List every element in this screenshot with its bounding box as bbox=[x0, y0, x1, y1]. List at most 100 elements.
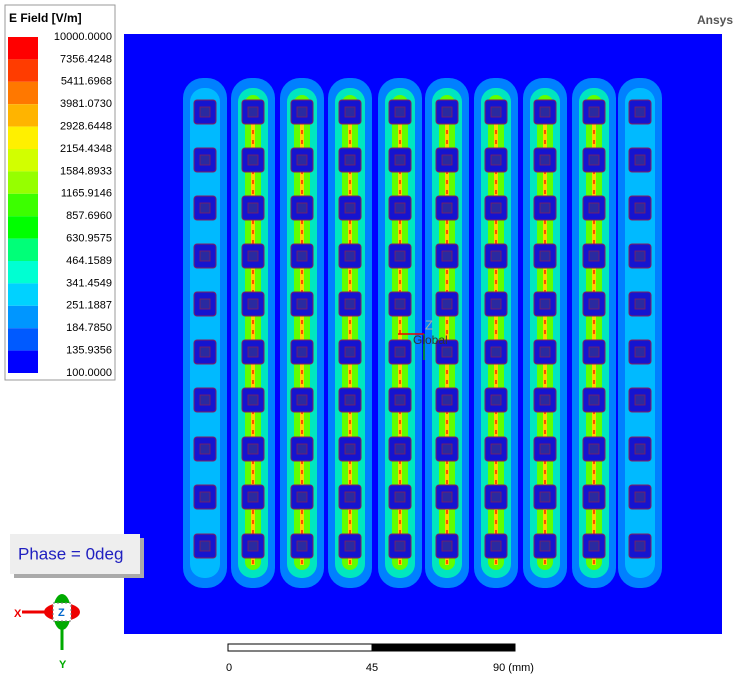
unit-cell-inner bbox=[199, 106, 211, 118]
legend-label: 857.6960 bbox=[66, 210, 112, 222]
scale-label: 0 bbox=[226, 662, 232, 674]
unit-cell-inner bbox=[588, 443, 600, 455]
unit-cell-inner bbox=[344, 394, 356, 406]
unit-cell-inner bbox=[247, 106, 259, 118]
legend-label: 7356.4248 bbox=[60, 53, 112, 65]
unit-cell-inner bbox=[588, 346, 600, 358]
global-label: Global bbox=[413, 333, 448, 347]
unit-cell-inner bbox=[199, 202, 211, 214]
unit-cell-inner bbox=[296, 106, 308, 118]
unit-cell-inner bbox=[247, 443, 259, 455]
unit-cell-inner bbox=[588, 540, 600, 552]
legend-swatch bbox=[8, 126, 38, 149]
unit-cell-inner bbox=[247, 491, 259, 503]
legend-label: 341.4549 bbox=[66, 277, 112, 289]
unit-cell-inner bbox=[490, 202, 502, 214]
unit-cell-inner bbox=[490, 154, 502, 166]
legend-swatch bbox=[8, 305, 38, 329]
legend-title: E Field [V/m] bbox=[9, 11, 82, 25]
unit-cell-inner bbox=[634, 540, 646, 552]
unit-cell-inner bbox=[634, 154, 646, 166]
phase-box bbox=[10, 534, 140, 574]
unit-cell-inner bbox=[247, 154, 259, 166]
legend-label: 2154.4348 bbox=[60, 143, 112, 155]
unit-cell-inner bbox=[588, 491, 600, 503]
legend-label: 100.0000 bbox=[66, 367, 112, 379]
unit-cell-inner bbox=[199, 346, 211, 358]
unit-cell-inner bbox=[490, 540, 502, 552]
unit-cell-inner bbox=[247, 202, 259, 214]
unit-cell-inner bbox=[394, 250, 406, 262]
legend-swatch bbox=[8, 238, 38, 261]
legend-swatch bbox=[8, 193, 38, 217]
unit-cell-inner bbox=[441, 154, 453, 166]
unit-cell-inner bbox=[296, 443, 308, 455]
scale-label: 90 (mm) bbox=[493, 662, 534, 674]
unit-cell-inner bbox=[634, 298, 646, 310]
unit-cell-inner bbox=[441, 491, 453, 503]
legend-label: 5411.6968 bbox=[61, 76, 112, 88]
unit-cell-inner bbox=[490, 250, 502, 262]
legend-swatch bbox=[8, 261, 38, 284]
unit-cell-inner bbox=[490, 298, 502, 310]
unit-cell-inner bbox=[199, 154, 211, 166]
legend-label: 184.7850 bbox=[66, 322, 112, 334]
legend-swatch bbox=[8, 171, 38, 194]
unit-cell-inner bbox=[394, 394, 406, 406]
unit-cell-inner bbox=[394, 106, 406, 118]
legend-label: 464.1589 bbox=[66, 255, 112, 267]
unit-cell-inner bbox=[344, 202, 356, 214]
unit-cell-inner bbox=[296, 491, 308, 503]
unit-cell-inner bbox=[296, 298, 308, 310]
unit-cell-inner bbox=[344, 106, 356, 118]
unit-cell-inner bbox=[634, 394, 646, 406]
unit-cell-inner bbox=[539, 298, 551, 310]
legend-swatch bbox=[8, 37, 38, 60]
global-triad: Z Global bbox=[398, 317, 448, 360]
unit-cell-inner bbox=[247, 346, 259, 358]
legend-swatch bbox=[8, 81, 38, 105]
unit-cell-inner bbox=[344, 346, 356, 358]
legend-label: 251.1887 bbox=[66, 300, 112, 312]
unit-cell-inner bbox=[394, 443, 406, 455]
unit-cell-inner bbox=[539, 202, 551, 214]
unit-cell-inner bbox=[588, 202, 600, 214]
legend-swatch bbox=[8, 283, 38, 306]
legend-swatch bbox=[8, 350, 38, 373]
unit-cell-inner bbox=[199, 491, 211, 503]
unit-cell-inner bbox=[199, 298, 211, 310]
unit-cell-inner bbox=[588, 106, 600, 118]
legend-label: 1165.9146 bbox=[61, 188, 112, 200]
legend-label: 2928.6448 bbox=[60, 121, 112, 133]
unit-cell-inner bbox=[634, 491, 646, 503]
unit-cell-inner bbox=[634, 346, 646, 358]
scale-black bbox=[371, 643, 516, 652]
unit-cell-inner bbox=[539, 540, 551, 552]
unit-cell-inner bbox=[634, 443, 646, 455]
brand: Ansys bbox=[697, 13, 733, 27]
phase-label: Phase = 0deg bbox=[18, 544, 123, 563]
triad-z: Z bbox=[58, 607, 65, 619]
field-pattern bbox=[183, 78, 662, 588]
unit-cell-inner bbox=[441, 394, 453, 406]
unit-cell-inner bbox=[490, 346, 502, 358]
legend-label: 10000.0000 bbox=[54, 31, 112, 43]
legend: 10000.0000 7356.4248 5411.6968 3981.0730 292… bbox=[8, 31, 112, 379]
unit-cell-inner bbox=[247, 540, 259, 552]
unit-cell-inner bbox=[588, 154, 600, 166]
unit-cell-inner bbox=[394, 154, 406, 166]
unit-cell-inner bbox=[634, 106, 646, 118]
legend-swatch bbox=[8, 328, 38, 351]
unit-cell-inner bbox=[539, 394, 551, 406]
legend-label: 3981.0730 bbox=[60, 98, 112, 110]
legend-label: 630.9575 bbox=[66, 233, 112, 245]
unit-cell-inner bbox=[394, 491, 406, 503]
unit-cell-inner bbox=[344, 491, 356, 503]
legend-label: 135.9356 bbox=[66, 345, 112, 357]
unit-cell-inner bbox=[344, 540, 356, 552]
unit-cell-inner bbox=[199, 394, 211, 406]
legend-swatch bbox=[8, 149, 38, 172]
unit-cell-inner bbox=[296, 346, 308, 358]
global-z: Z bbox=[425, 317, 433, 332]
